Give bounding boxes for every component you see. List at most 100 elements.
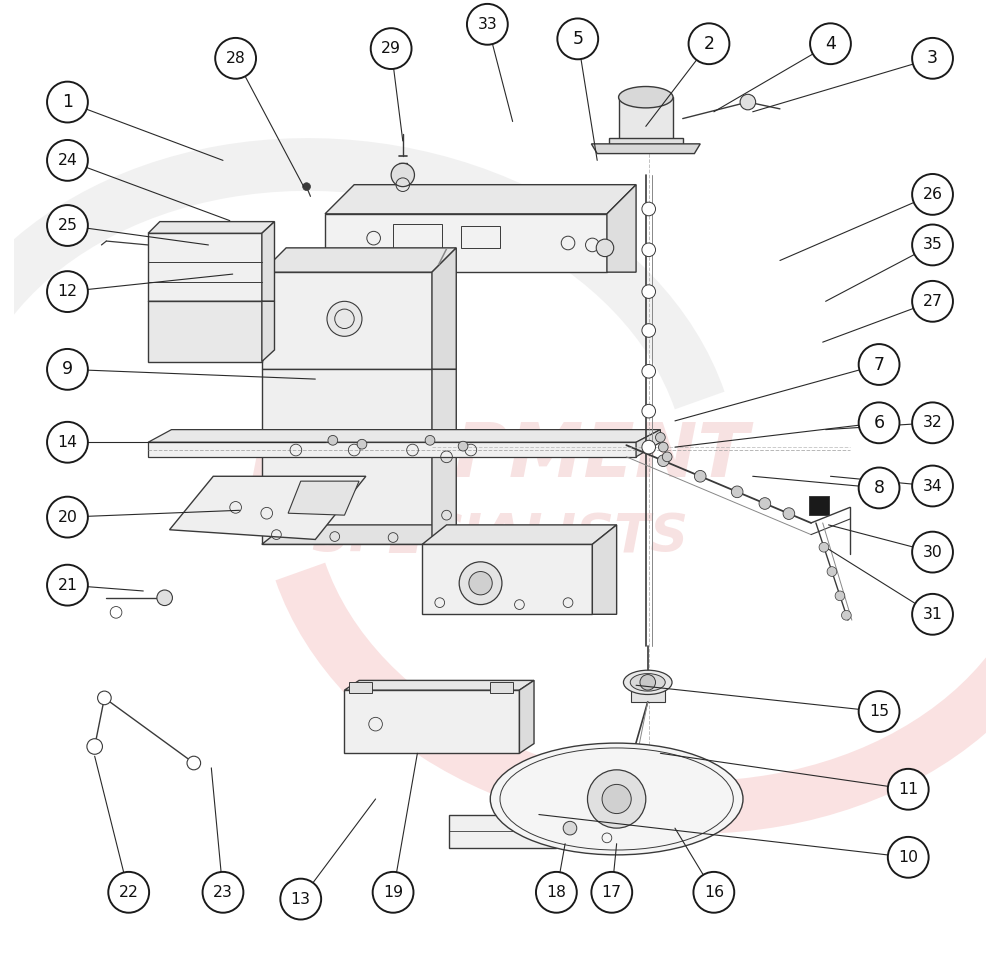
Polygon shape [262, 272, 432, 369]
Circle shape [662, 452, 672, 462]
Polygon shape [349, 682, 372, 693]
Text: 7: 7 [874, 356, 885, 373]
Circle shape [819, 542, 829, 552]
Ellipse shape [619, 87, 673, 108]
Polygon shape [325, 214, 607, 272]
Circle shape [215, 38, 256, 79]
Circle shape [458, 441, 468, 451]
Text: 12: 12 [57, 284, 78, 299]
Text: 32: 32 [923, 415, 942, 431]
Circle shape [563, 821, 577, 835]
Circle shape [912, 225, 953, 265]
Circle shape [203, 872, 243, 913]
Circle shape [694, 470, 706, 482]
Text: 5: 5 [572, 30, 583, 48]
Text: 27: 27 [923, 294, 943, 309]
Polygon shape [524, 805, 604, 829]
Circle shape [157, 590, 172, 606]
Polygon shape [148, 222, 274, 233]
Polygon shape [519, 680, 534, 753]
Polygon shape [325, 185, 636, 214]
Circle shape [642, 364, 656, 378]
Polygon shape [170, 476, 366, 539]
Circle shape [357, 439, 367, 449]
Circle shape [373, 872, 413, 913]
Circle shape [810, 23, 851, 64]
Polygon shape [262, 525, 456, 544]
Circle shape [587, 770, 646, 828]
Polygon shape [548, 758, 604, 793]
Text: SPECIALISTS: SPECIALISTS [311, 510, 689, 563]
Text: 11: 11 [898, 781, 918, 797]
Text: EQUIPMENT: EQUIPMENT [251, 420, 749, 494]
Circle shape [640, 675, 656, 690]
Text: 20: 20 [58, 509, 77, 525]
Text: 28: 28 [226, 51, 245, 66]
Circle shape [187, 756, 201, 770]
Polygon shape [619, 97, 673, 141]
Circle shape [328, 435, 338, 445]
Circle shape [888, 769, 929, 810]
Text: 21: 21 [57, 577, 78, 593]
Circle shape [47, 422, 88, 463]
Polygon shape [432, 369, 456, 544]
Circle shape [912, 402, 953, 443]
Text: 4: 4 [825, 35, 836, 52]
Text: 35: 35 [923, 237, 942, 253]
Text: 30: 30 [923, 544, 942, 560]
Text: 16: 16 [704, 885, 724, 900]
Text: 34: 34 [923, 478, 942, 494]
Text: 18: 18 [546, 885, 566, 900]
Circle shape [658, 442, 668, 452]
Polygon shape [262, 301, 274, 362]
Circle shape [596, 239, 614, 257]
Circle shape [912, 281, 953, 322]
Polygon shape [344, 690, 519, 753]
Ellipse shape [490, 743, 743, 855]
Circle shape [759, 498, 771, 509]
Circle shape [912, 594, 953, 635]
Circle shape [557, 18, 598, 59]
Polygon shape [148, 442, 636, 457]
Text: 13: 13 [291, 891, 311, 907]
Circle shape [642, 440, 656, 454]
Text: 26: 26 [923, 187, 943, 202]
Circle shape [47, 497, 88, 538]
Text: 17: 17 [602, 885, 622, 900]
Polygon shape [148, 430, 660, 442]
Circle shape [47, 140, 88, 181]
Polygon shape [148, 233, 262, 301]
Circle shape [391, 163, 414, 187]
Circle shape [425, 435, 435, 445]
Text: 31: 31 [923, 607, 943, 622]
Polygon shape [449, 815, 556, 848]
Circle shape [47, 205, 88, 246]
Circle shape [731, 486, 743, 498]
Circle shape [693, 872, 734, 913]
Text: 25: 25 [57, 218, 77, 233]
Text: 8: 8 [874, 479, 885, 497]
Text: 9: 9 [62, 361, 73, 378]
Circle shape [912, 466, 953, 506]
Polygon shape [148, 301, 262, 362]
Circle shape [591, 872, 632, 913]
Circle shape [859, 344, 899, 385]
Circle shape [371, 28, 412, 69]
Circle shape [689, 23, 729, 64]
Polygon shape [629, 769, 709, 793]
Circle shape [835, 591, 845, 601]
Polygon shape [262, 248, 456, 272]
Circle shape [912, 174, 953, 215]
Circle shape [536, 872, 577, 913]
Polygon shape [591, 144, 700, 154]
Text: 24: 24 [58, 153, 77, 168]
Circle shape [912, 532, 953, 573]
Ellipse shape [623, 671, 672, 694]
Polygon shape [490, 682, 513, 693]
Circle shape [459, 562, 502, 605]
Circle shape [280, 879, 321, 920]
Circle shape [783, 507, 795, 519]
Text: 33: 33 [477, 17, 497, 32]
Text: 3: 3 [927, 50, 938, 67]
Text: 10: 10 [898, 850, 918, 865]
